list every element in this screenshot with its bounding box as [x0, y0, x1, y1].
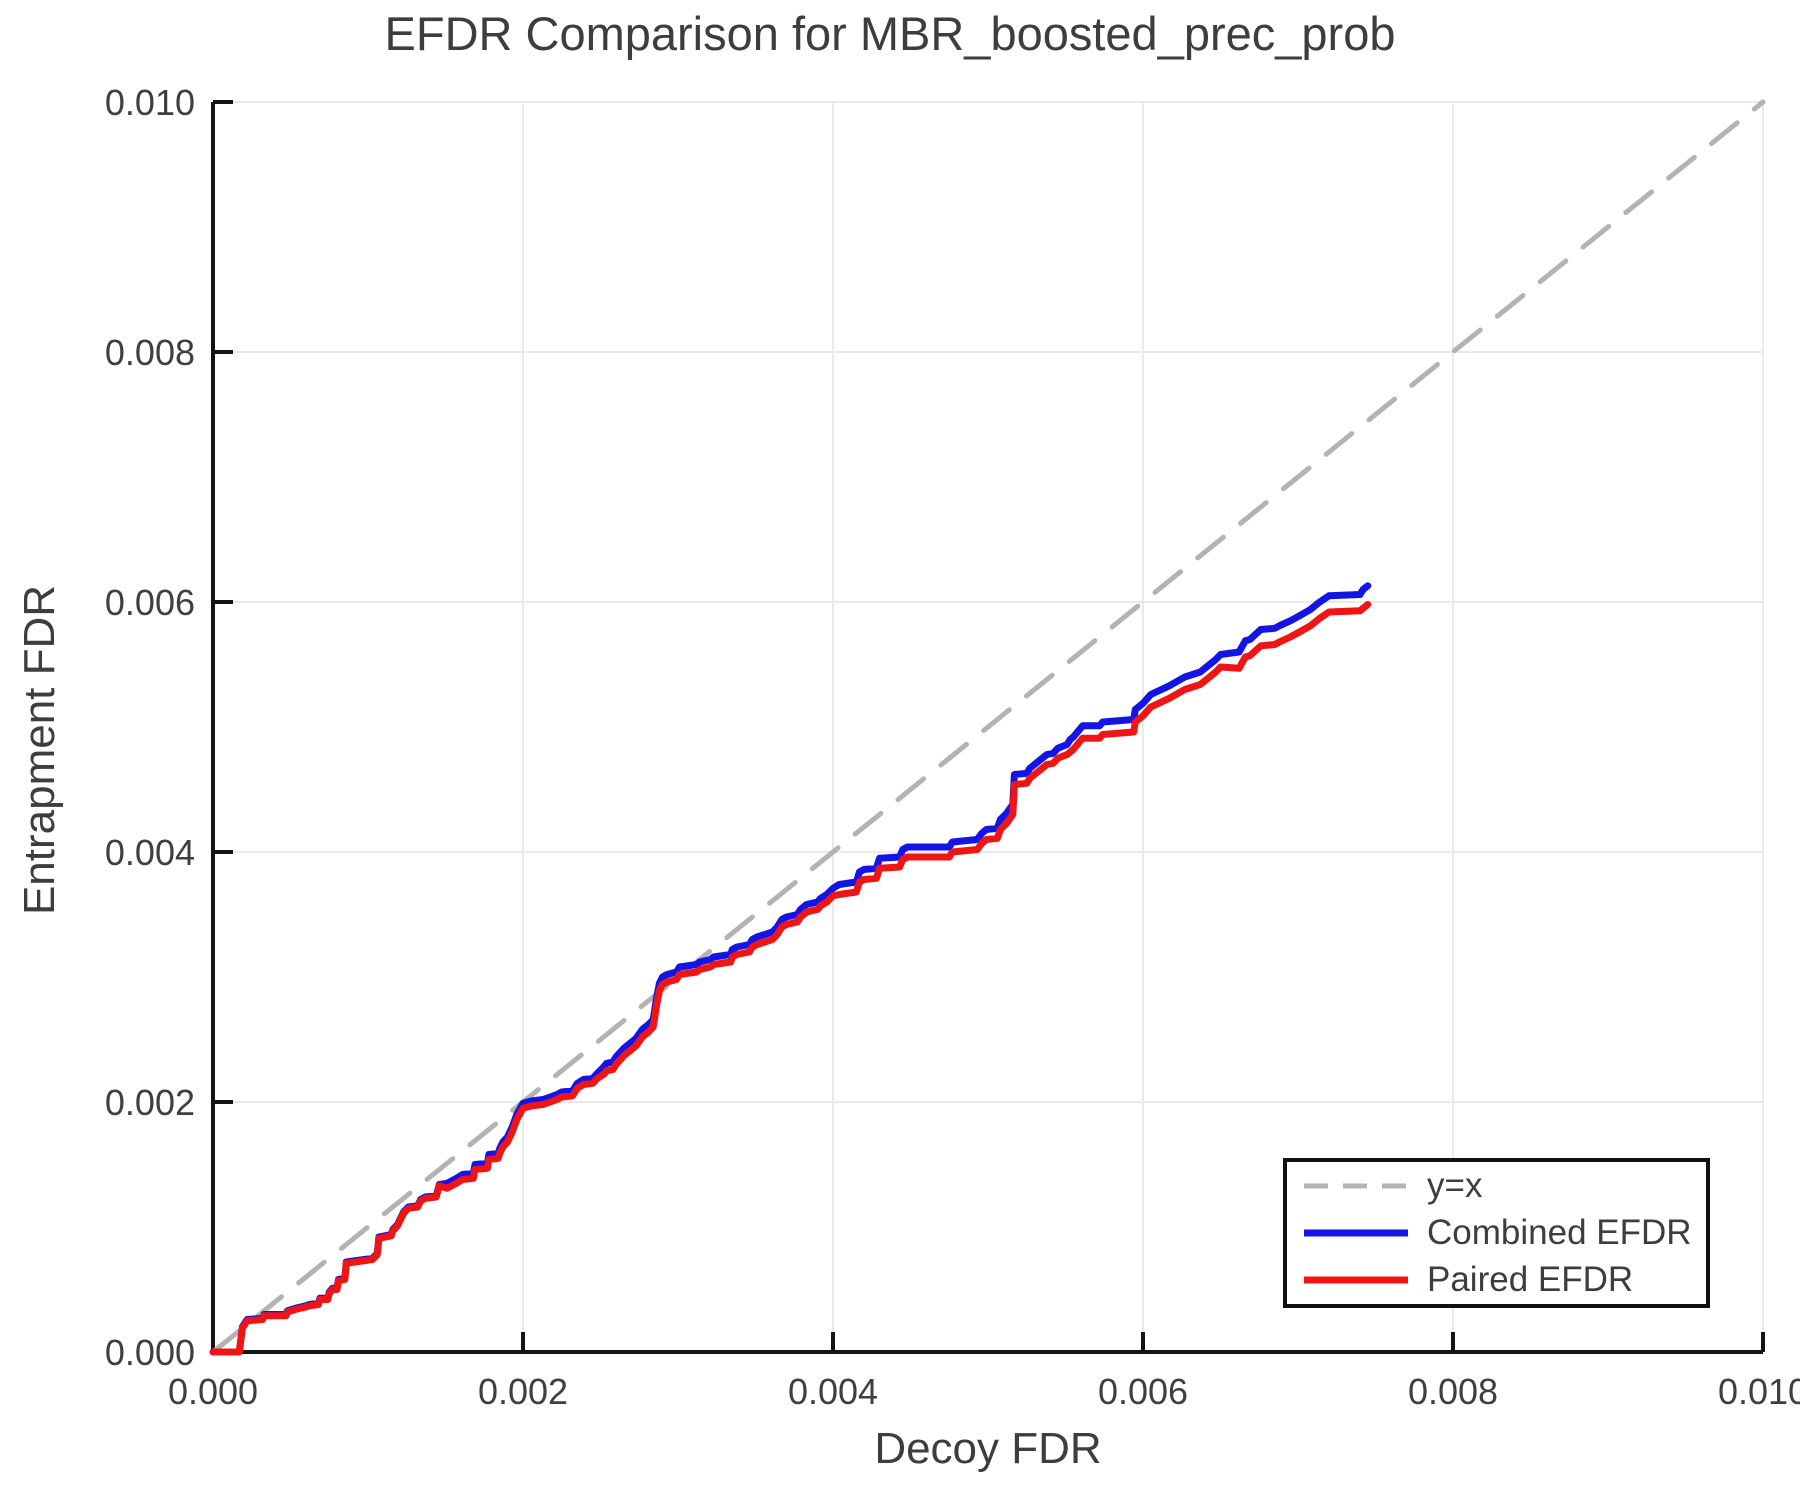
x-tick-label: 0.010: [1718, 1371, 1800, 1412]
y-tick-label: 0.006: [105, 582, 195, 623]
legend-line-sample: [1304, 1276, 1408, 1284]
y-tick-label: 0.004: [105, 832, 195, 873]
x-tick-label: 0.002: [478, 1371, 568, 1412]
x-tick-label: 0.008: [1408, 1371, 1498, 1412]
x-axis-label: Decoy FDR: [874, 1424, 1102, 1473]
x-tick-label: 0.000: [168, 1371, 258, 1412]
y-tick-label: 0.002: [105, 1082, 195, 1123]
series-y-x: [210, 99, 1766, 1355]
legend-line-sample: [1304, 1229, 1408, 1237]
legend: y=x Combined EFDR Paired EFDR: [1283, 1158, 1710, 1308]
y-axis-label: Entrapment FDR: [15, 584, 64, 916]
legend-item: y=x: [1301, 1163, 1706, 1210]
legend-label: Paired EFDR: [1427, 1260, 1634, 1299]
legend-label: Combined EFDR: [1427, 1213, 1692, 1252]
x-tick-label: 0.004: [788, 1371, 878, 1412]
legend-item: Paired EFDR: [1301, 1257, 1706, 1304]
series-paired-efdr: [209, 601, 1372, 1356]
y-tick-label: 0.000: [105, 1332, 195, 1373]
chart-title: EFDR Comparison for MBR_boosted_prec_pro…: [384, 7, 1396, 60]
legend-line-sample: [1304, 1183, 1408, 1189]
x-tick-label: 0.006: [1098, 1371, 1188, 1412]
y-tick-label: 0.010: [105, 82, 195, 123]
legend-label: y=x: [1427, 1166, 1483, 1205]
legend-item: Combined EFDR: [1301, 1210, 1706, 1257]
y-tick-label: 0.008: [105, 332, 195, 373]
